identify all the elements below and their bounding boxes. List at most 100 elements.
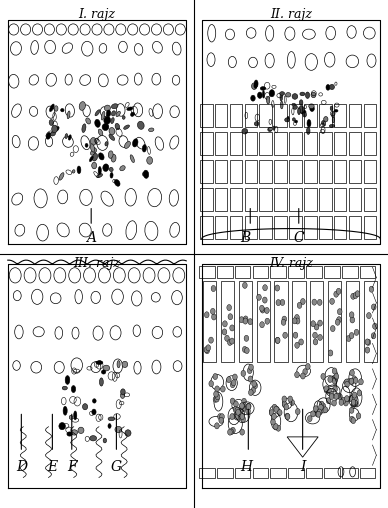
Ellipse shape	[110, 173, 113, 178]
Circle shape	[243, 318, 248, 324]
Ellipse shape	[122, 116, 125, 119]
Ellipse shape	[300, 100, 303, 105]
Circle shape	[228, 313, 233, 320]
Circle shape	[238, 409, 243, 415]
Circle shape	[288, 396, 293, 402]
Bar	[324, 266, 340, 278]
Ellipse shape	[90, 150, 95, 155]
Circle shape	[311, 411, 315, 417]
Text: E: E	[47, 460, 57, 474]
Bar	[235, 266, 251, 278]
Circle shape	[260, 305, 264, 311]
Bar	[235, 467, 251, 478]
Circle shape	[228, 429, 232, 435]
Ellipse shape	[103, 365, 110, 371]
Circle shape	[274, 423, 278, 429]
Text: G: G	[111, 460, 122, 474]
Circle shape	[345, 396, 349, 402]
Circle shape	[230, 414, 234, 420]
Bar	[349, 188, 361, 211]
Bar	[217, 266, 233, 278]
Ellipse shape	[111, 154, 116, 162]
Bar	[270, 467, 286, 478]
Circle shape	[215, 423, 219, 429]
Bar	[304, 216, 317, 239]
Circle shape	[335, 393, 340, 399]
Bar	[319, 160, 331, 183]
Ellipse shape	[307, 128, 310, 135]
Ellipse shape	[329, 124, 335, 128]
Text: F: F	[67, 460, 76, 474]
Circle shape	[326, 398, 331, 404]
Ellipse shape	[310, 106, 314, 111]
Circle shape	[246, 404, 251, 410]
Ellipse shape	[116, 111, 120, 117]
Circle shape	[351, 402, 356, 408]
Ellipse shape	[104, 116, 111, 124]
Circle shape	[329, 394, 334, 400]
Bar	[289, 132, 302, 155]
Circle shape	[225, 335, 229, 341]
Text: A: A	[86, 231, 96, 245]
Circle shape	[241, 416, 246, 422]
Circle shape	[253, 383, 258, 389]
Bar	[215, 188, 227, 211]
Ellipse shape	[61, 109, 64, 112]
Ellipse shape	[108, 151, 113, 158]
Circle shape	[355, 291, 360, 297]
Ellipse shape	[329, 84, 334, 89]
Circle shape	[349, 312, 354, 318]
Circle shape	[215, 386, 220, 392]
Ellipse shape	[293, 105, 297, 109]
Circle shape	[235, 407, 240, 414]
Circle shape	[211, 314, 216, 320]
Bar	[360, 266, 376, 278]
Bar	[230, 160, 242, 183]
Circle shape	[244, 335, 249, 341]
Ellipse shape	[300, 92, 305, 96]
Circle shape	[372, 323, 377, 329]
Ellipse shape	[293, 118, 295, 121]
Circle shape	[369, 286, 374, 292]
Bar	[270, 266, 286, 278]
Ellipse shape	[260, 87, 266, 90]
Circle shape	[328, 350, 333, 356]
Bar	[244, 188, 257, 211]
Bar	[288, 467, 304, 478]
Bar	[306, 467, 322, 478]
Ellipse shape	[72, 170, 75, 173]
Bar	[364, 216, 376, 239]
Circle shape	[223, 321, 227, 327]
Circle shape	[366, 339, 371, 345]
Bar	[319, 188, 331, 211]
Text: IV. rajz: IV. rajz	[269, 257, 313, 270]
Ellipse shape	[65, 375, 70, 385]
Ellipse shape	[298, 106, 304, 113]
Ellipse shape	[108, 424, 111, 428]
Ellipse shape	[99, 378, 103, 386]
Circle shape	[229, 429, 234, 435]
Bar	[200, 104, 213, 127]
Circle shape	[293, 332, 298, 338]
Ellipse shape	[251, 95, 255, 101]
Bar	[244, 104, 257, 127]
Circle shape	[265, 307, 269, 313]
Ellipse shape	[122, 361, 128, 367]
Circle shape	[354, 329, 359, 335]
Circle shape	[271, 419, 275, 425]
Circle shape	[351, 400, 356, 406]
Circle shape	[348, 396, 353, 402]
Ellipse shape	[82, 124, 86, 133]
Ellipse shape	[85, 143, 88, 147]
Ellipse shape	[103, 164, 109, 171]
Ellipse shape	[324, 116, 328, 122]
Bar	[319, 132, 331, 155]
Ellipse shape	[111, 104, 118, 109]
Circle shape	[246, 404, 250, 410]
Circle shape	[242, 346, 247, 353]
Circle shape	[328, 376, 333, 383]
Circle shape	[242, 398, 246, 404]
Ellipse shape	[90, 156, 93, 162]
Circle shape	[275, 337, 280, 343]
Circle shape	[260, 307, 265, 313]
